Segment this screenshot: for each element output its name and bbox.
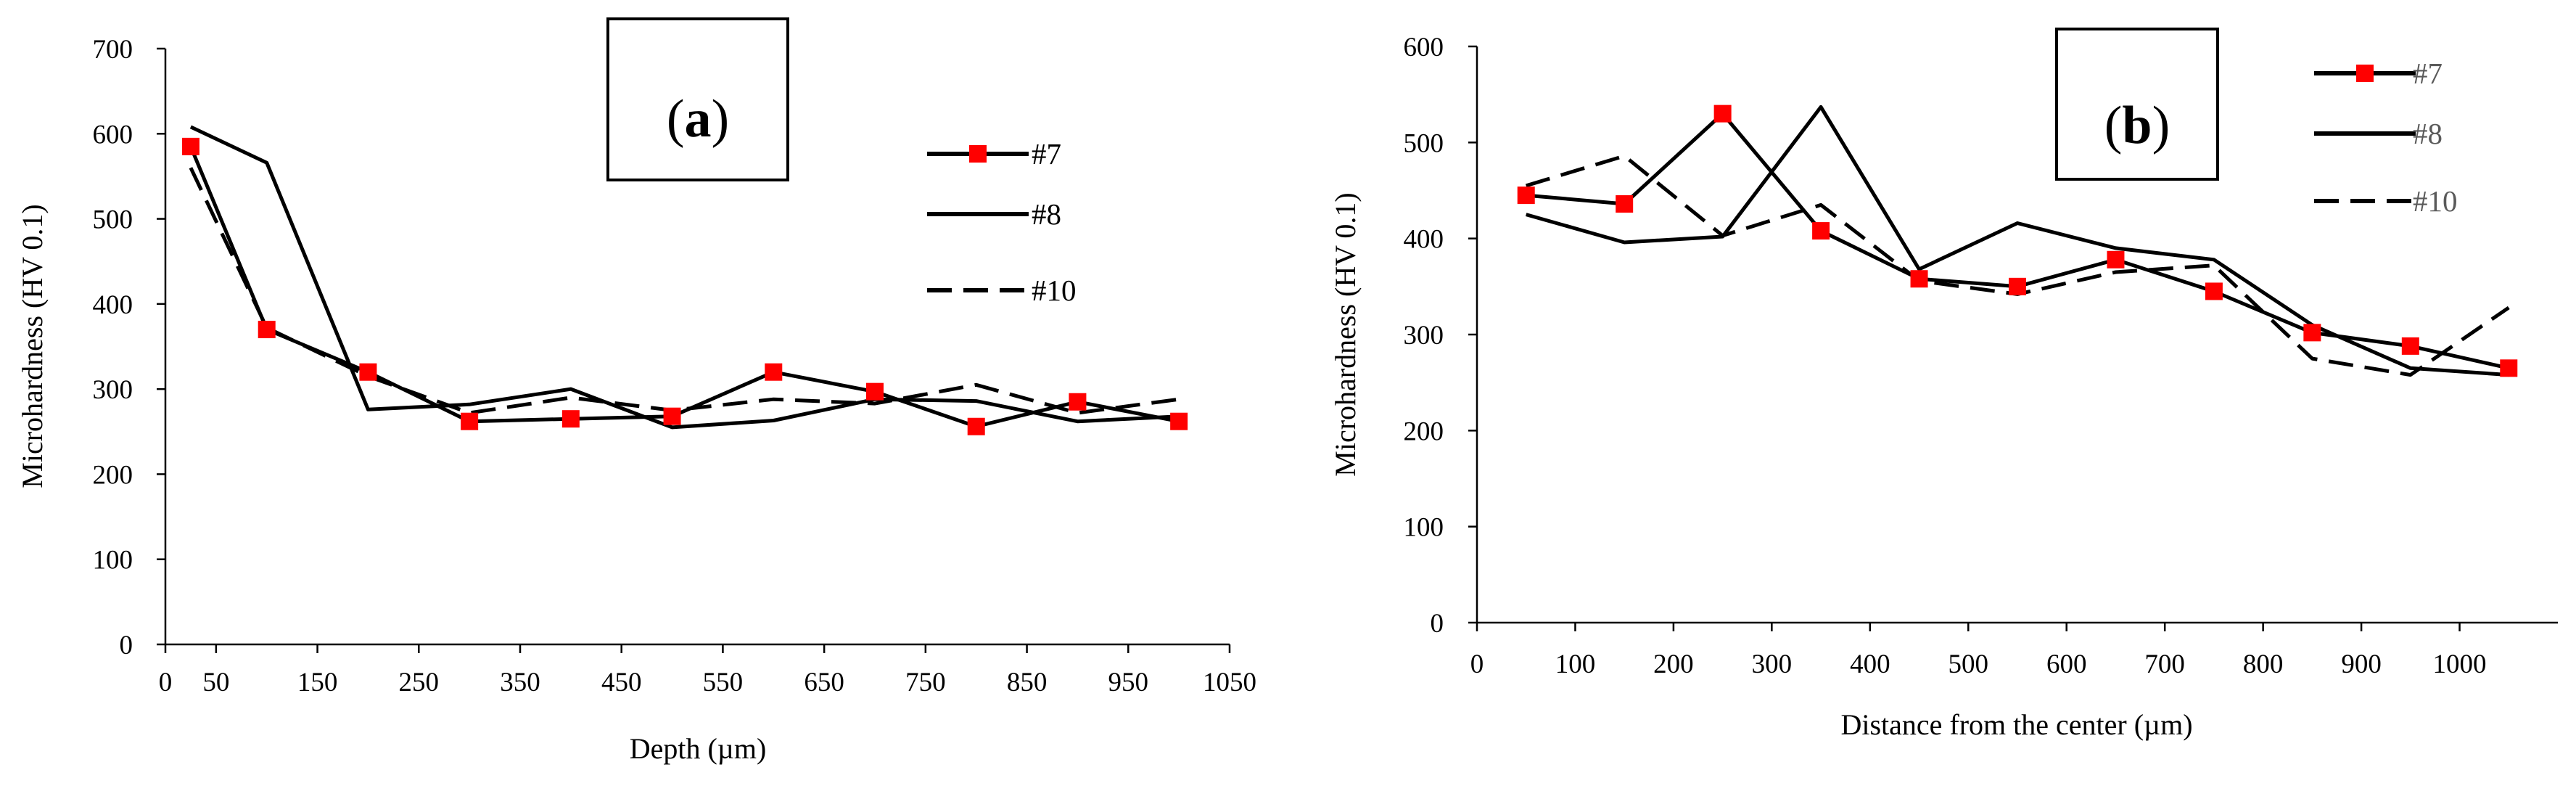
series-line-n10 xyxy=(189,167,1180,415)
x-tick-label: 50 xyxy=(202,668,229,697)
x-tick-label: 650 xyxy=(804,668,844,697)
y-tick-label: 300 xyxy=(1404,321,1444,351)
data-point-marker xyxy=(1069,393,1087,411)
chart-panel-b: 0 100 200 300 400 500 600 0 100 200 300 400 500 600 70… xyxy=(1329,28,2558,741)
chart-panel-a: 0 100 200 300 400 500 600 700 0 50 150 250 350 450 550… xyxy=(16,17,1256,765)
y-axis-title: Microhardness (HV 0.1) xyxy=(16,204,49,488)
y-tick-label: 600 xyxy=(1404,33,1444,62)
data-point-marker xyxy=(1713,104,1732,123)
x-tick-label: 300 xyxy=(1752,649,1793,679)
series-line-n7 xyxy=(189,145,1180,429)
legend-label: #10 xyxy=(2413,184,2458,218)
series-line-n8 xyxy=(189,125,1180,430)
legend-label: #7 xyxy=(2413,57,2443,90)
x-tick-label: 0 xyxy=(1470,649,1484,679)
x-tick-label: 400 xyxy=(1850,649,1890,679)
y-tick-label: 200 xyxy=(93,460,133,490)
x-tick-label: 0 xyxy=(159,668,173,697)
data-point-marker xyxy=(2205,282,2223,300)
legend-swatch-marker xyxy=(969,145,987,163)
data-point-marker xyxy=(1517,187,1535,205)
data-point-marker xyxy=(1170,412,1188,430)
x-tick-label: 550 xyxy=(703,668,744,697)
y-tick-label: 300 xyxy=(93,375,133,405)
panel-label-box xyxy=(2055,28,2219,181)
legend-label: #10 xyxy=(1032,274,1077,307)
data-point-marker xyxy=(2500,359,2518,377)
panel-label: (a) xyxy=(667,89,729,149)
data-point-marker xyxy=(359,363,377,381)
y-tick-label: 500 xyxy=(93,205,133,235)
data-point-marker xyxy=(765,363,783,381)
y-axis-title: Microhardness (HV 0.1) xyxy=(1329,192,1362,476)
data-point-marker xyxy=(967,417,985,435)
x-tick-label: 1000 xyxy=(2433,649,2487,679)
x-tick-label: 150 xyxy=(297,668,338,697)
legend-label: #7 xyxy=(1032,137,1061,171)
x-axis-title: Depth (µm) xyxy=(630,732,767,765)
y-tick-label: 0 xyxy=(120,631,133,660)
x-tick-label: 600 xyxy=(2046,649,2087,679)
x-tick-label: 700 xyxy=(2144,649,2185,679)
x-tick-label: 250 xyxy=(399,668,440,697)
data-point-marker xyxy=(258,321,276,339)
x-tick-label: 750 xyxy=(905,668,946,697)
y-tick-label: 100 xyxy=(93,546,133,575)
y-tick-label: 0 xyxy=(1431,609,1444,639)
data-point-marker xyxy=(461,412,479,430)
y-tick-label: 400 xyxy=(1404,225,1444,255)
y-tick-label: 700 xyxy=(93,35,133,65)
y-tick-label: 600 xyxy=(93,120,133,149)
data-point-marker xyxy=(1910,270,1928,288)
y-tick-label: 500 xyxy=(1404,128,1444,158)
legend-swatch-marker xyxy=(2356,65,2374,82)
series-line-n8 xyxy=(1526,104,2509,377)
series-line-n10 xyxy=(1525,154,2510,377)
data-point-marker xyxy=(2401,337,2419,355)
panel-label-box xyxy=(606,17,789,181)
data-point-marker xyxy=(561,410,580,428)
x-axis-title: Distance from the center (µm) xyxy=(1840,708,2192,741)
panel-letter: a xyxy=(685,89,712,149)
x-tick-label: 1050 xyxy=(1203,668,1256,697)
x-tick-label: 100 xyxy=(1555,649,1596,679)
x-tick-label: 200 xyxy=(1653,649,1694,679)
data-point-marker xyxy=(663,407,681,425)
x-tick-label: 800 xyxy=(2243,649,2284,679)
legend-label: #8 xyxy=(2413,117,2443,150)
x-tick-label: 850 xyxy=(1007,668,1048,697)
x-tick-label: 500 xyxy=(1949,649,1989,679)
y-tick-label: 400 xyxy=(93,290,133,320)
data-point-marker xyxy=(866,382,884,401)
y-tick-label: 100 xyxy=(1404,513,1444,543)
legend-label: #8 xyxy=(1032,197,1061,231)
x-tick-label: 450 xyxy=(601,668,642,697)
panel-label: (b) xyxy=(2104,96,2170,155)
data-point-marker xyxy=(2303,324,2321,342)
data-point-marker xyxy=(1812,222,1830,240)
x-tick-label: 900 xyxy=(2341,649,2382,679)
x-tick-label: 350 xyxy=(500,668,540,697)
panel-letter: b xyxy=(2122,96,2152,155)
data-point-marker xyxy=(181,137,199,155)
data-point-marker xyxy=(2009,277,2026,295)
x-tick-label: 950 xyxy=(1108,668,1149,697)
data-point-marker xyxy=(1616,195,1634,213)
data-point-marker xyxy=(2107,250,2125,269)
y-tick-label: 200 xyxy=(1404,417,1444,446)
